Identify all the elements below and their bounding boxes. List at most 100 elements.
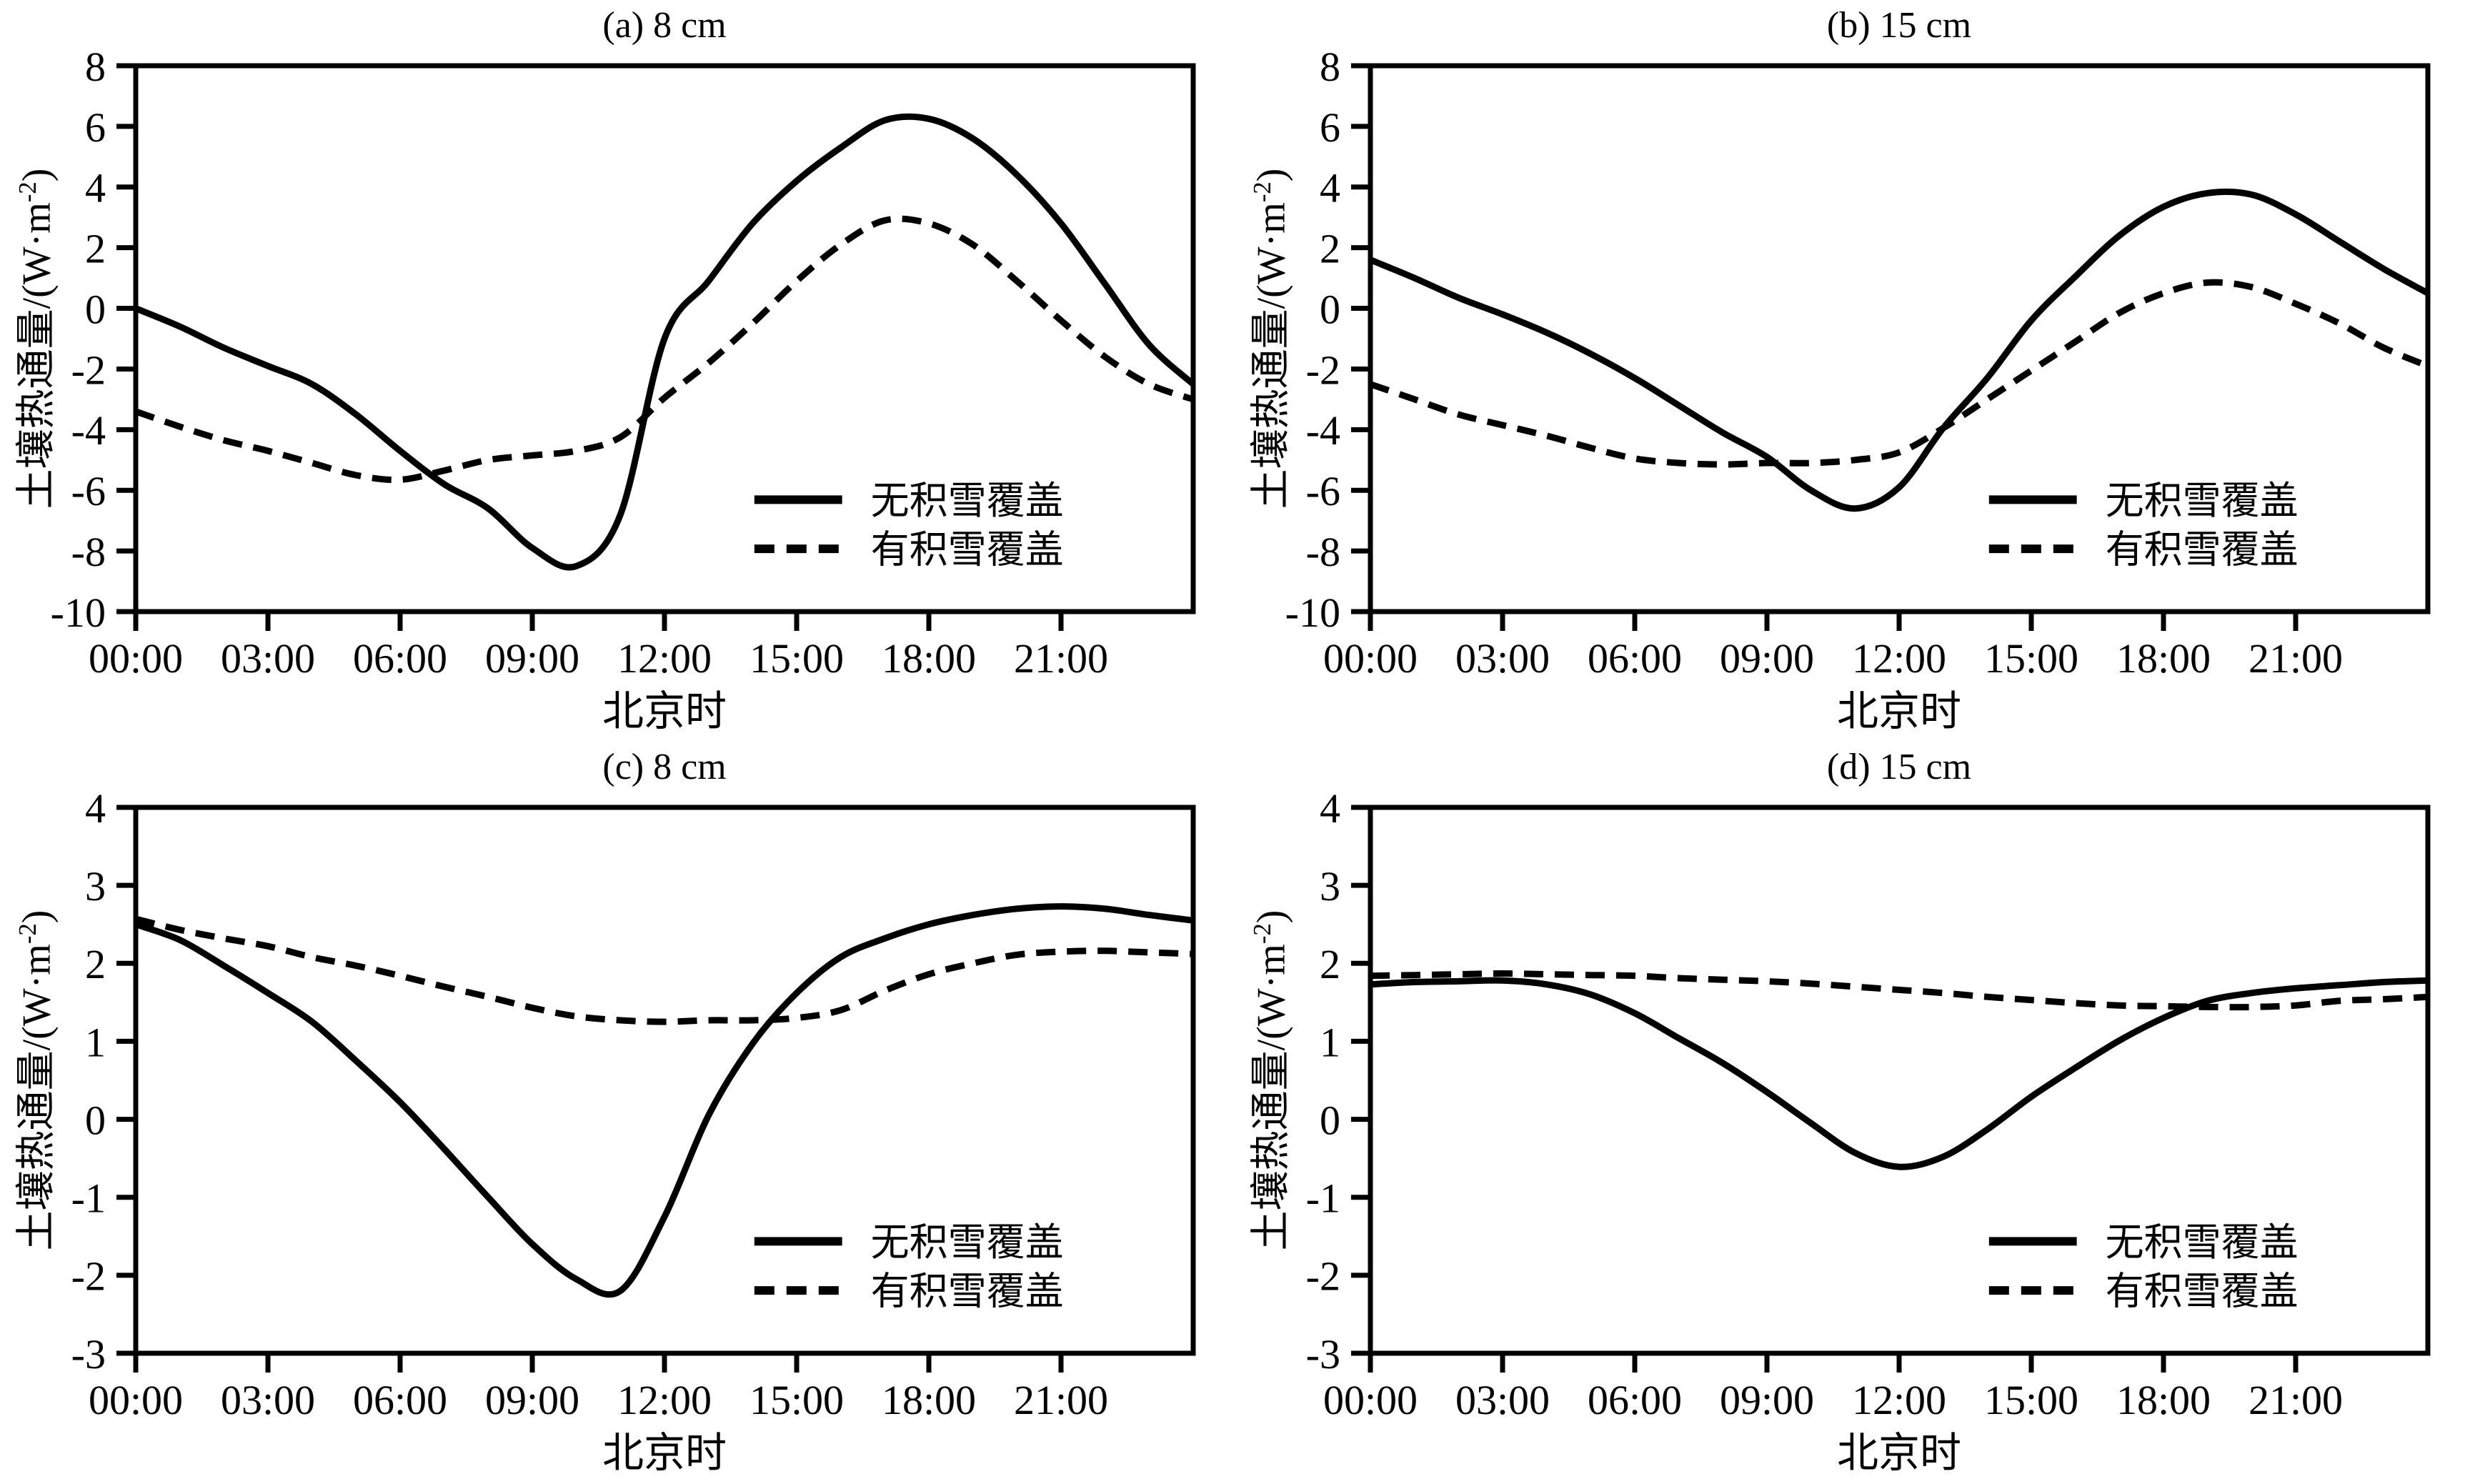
x-tick-label: 09:00	[485, 635, 579, 682]
x-axis-label: 北京时	[602, 688, 727, 734]
plot-a: -10 -8 -6 -4 -2 0 2 4 6 8 00:00 03:00 06:00 09:00 12:0…	[51, 44, 1196, 682]
x-axis: 00:00 03:00 06:00 09:00 12:00 15:00 18:00 21:00	[89, 612, 1108, 682]
x-tick-label: 03:00	[221, 1377, 315, 1423]
legend-label: 无积雪覆盖	[871, 479, 1064, 522]
x-tick-label: 06:00	[1588, 635, 1682, 682]
x-tick-label: 09:00	[1720, 635, 1814, 682]
series-no-snow-line	[1370, 977, 2429, 1170]
x-tick-label: 18:00	[882, 1377, 976, 1423]
x-tick-label: 12:00	[617, 1377, 712, 1423]
x-tick-label: 00:00	[1323, 635, 1418, 682]
x-tick-label: 21:00	[2249, 1377, 2343, 1423]
x-tick-label: 03:00	[221, 635, 315, 682]
x-tick-label: 21:00	[1014, 635, 1108, 682]
x-tick-label: 15:00	[750, 1377, 844, 1423]
x-tick-label: 12:00	[1852, 635, 1946, 682]
y-tick-label: -4	[1306, 407, 1340, 454]
y-tick-label: 6	[1320, 104, 1340, 151]
legend-label: 无积雪覆盖	[2106, 479, 2299, 522]
x-axis-label: 北京时	[1836, 1430, 1961, 1476]
y-tick-label: -2	[1306, 347, 1340, 393]
x-axis: 00:00 03:00 06:00 09:00 12:00 15:00 18:00 21:00	[1323, 612, 2343, 682]
y-tick-label: -8	[1306, 529, 1340, 575]
x-axis-label: 北京时	[1836, 688, 1961, 734]
x-tick-label: 06:00	[353, 635, 447, 682]
panel-title-b: (b) 15 cm	[1826, 5, 1972, 46]
y-tick-label: 0	[85, 286, 106, 332]
y-tick-label: 3	[1320, 863, 1340, 910]
x-tick-label: 18:00	[882, 635, 976, 682]
x-tick-label: 18:00	[2116, 635, 2211, 682]
panel-b: (b) 15 cm 土壤热通量/(W·m-2) -10 -8 -6 -4 -2 0 2 4 6 8…	[1235, 0, 2470, 742]
x-tick-label: 12:00	[617, 635, 712, 682]
y-tick-label: 8	[1320, 44, 1340, 90]
x-tick-label: 15:00	[1984, 1377, 2078, 1423]
legend-label: 无积雪覆盖	[871, 1221, 1064, 1264]
x-tick-label: 00:00	[89, 1377, 183, 1423]
series-no-snow-line	[134, 113, 1195, 571]
y-tick-label: 4	[85, 165, 106, 211]
plot-b: -10 -8 -6 -4 -2 0 2 4 6 8 00:00 03:00 06:00 09:00 12:0…	[1285, 44, 2431, 682]
y-tick-label: -2	[71, 347, 106, 393]
y-tick-label: -10	[1285, 589, 1340, 636]
y-tick-label: -6	[1306, 468, 1340, 514]
y-tick-label: -6	[71, 468, 106, 514]
x-tick-label: 18:00	[2116, 1377, 2211, 1423]
y-tick-label: 2	[85, 941, 106, 987]
legend-label: 有积雪覆盖	[871, 1270, 1064, 1313]
y-tick-label: 4	[1320, 785, 1340, 832]
y-tick-label: 2	[1320, 941, 1340, 987]
x-axis-label: 北京时	[602, 1430, 727, 1476]
legend-label: 有积雪覆盖	[871, 529, 1064, 572]
panel-title-c: (c) 8 cm	[602, 747, 727, 787]
y-tick-label: -2	[71, 1253, 106, 1300]
x-tick-label: 03:00	[1455, 635, 1550, 682]
y-tick-label: -10	[51, 589, 106, 636]
series-snow-cover-line	[1369, 279, 2429, 468]
y-tick-label: -2	[1306, 1253, 1340, 1300]
series-snow-cover-line	[134, 915, 1194, 1025]
x-tick-label: 03:00	[1455, 1377, 1550, 1423]
x-tick-label: 21:00	[1014, 1377, 1108, 1423]
x-axis: 00:00 03:00 06:00 09:00 12:00 15:00 18:00 21:00	[89, 1353, 1108, 1423]
y-tick-label: 0	[85, 1097, 106, 1143]
series-no-snow-line	[134, 903, 1194, 1298]
x-tick-label: 06:00	[353, 1377, 447, 1423]
x-axis: 00:00 03:00 06:00 09:00 12:00 15:00 18:00 21:00	[1323, 1353, 2343, 1423]
y-axis: -3 -2 -1 0 1 2 3 4	[1306, 785, 1370, 1378]
y-tick-label: 4	[1320, 165, 1340, 211]
plot-c: -3 -2 -1 0 1 2 3 4 00:00 03:00 06:00 09:00 12:00 15:0…	[71, 785, 1196, 1423]
y-tick-label: 1	[1320, 1019, 1340, 1065]
y-tick-label: 4	[85, 785, 106, 832]
x-tick-label: 09:00	[1720, 1377, 1814, 1423]
y-tick-label: 2	[85, 226, 106, 272]
y-tick-label: 8	[85, 44, 106, 90]
plot-d: -3 -2 -1 0 1 2 3 4 00:00 03:00 06:00 09:00 12:00 15:0…	[1306, 785, 2431, 1423]
y-tick-label: 0	[1320, 286, 1340, 332]
panel-c: (c) 8 cm 土壤热通量/(W·m-2) -3 -2 -1 0 1 2 3 4 00:00 0…	[0, 742, 1235, 1484]
series-no-snow-line	[1369, 188, 2430, 512]
y-tick-label: -4	[71, 407, 106, 454]
legend-label: 无积雪覆盖	[2106, 1221, 2299, 1264]
x-tick-label: 15:00	[1984, 635, 2078, 682]
panel-title-a: (a) 8 cm	[602, 5, 727, 46]
y-tick-label: -3	[71, 1331, 106, 1378]
x-tick-label: 00:00	[89, 635, 183, 682]
y-tick-label: 1	[85, 1019, 106, 1065]
x-tick-label: 00:00	[1323, 1377, 1418, 1423]
series-snow-cover-line	[1370, 970, 2429, 1011]
legend-label: 有积雪覆盖	[2106, 529, 2299, 572]
y-tick-label: -1	[1306, 1175, 1340, 1222]
y-tick-label: 0	[1320, 1097, 1340, 1143]
y-axis: -10 -8 -6 -4 -2 0 2 4 6 8	[51, 44, 136, 636]
y-tick-label: -1	[71, 1175, 106, 1222]
panel-d: (d) 15 cm 土壤热通量/(W·m-2) -3 -2 -1 0 1 2 3 4 00:00…	[1235, 742, 2470, 1484]
panel-title-d: (d) 15 cm	[1826, 747, 1972, 787]
y-tick-label: 3	[85, 863, 106, 910]
x-tick-label: 12:00	[1852, 1377, 1946, 1423]
x-tick-label: 15:00	[750, 635, 844, 682]
